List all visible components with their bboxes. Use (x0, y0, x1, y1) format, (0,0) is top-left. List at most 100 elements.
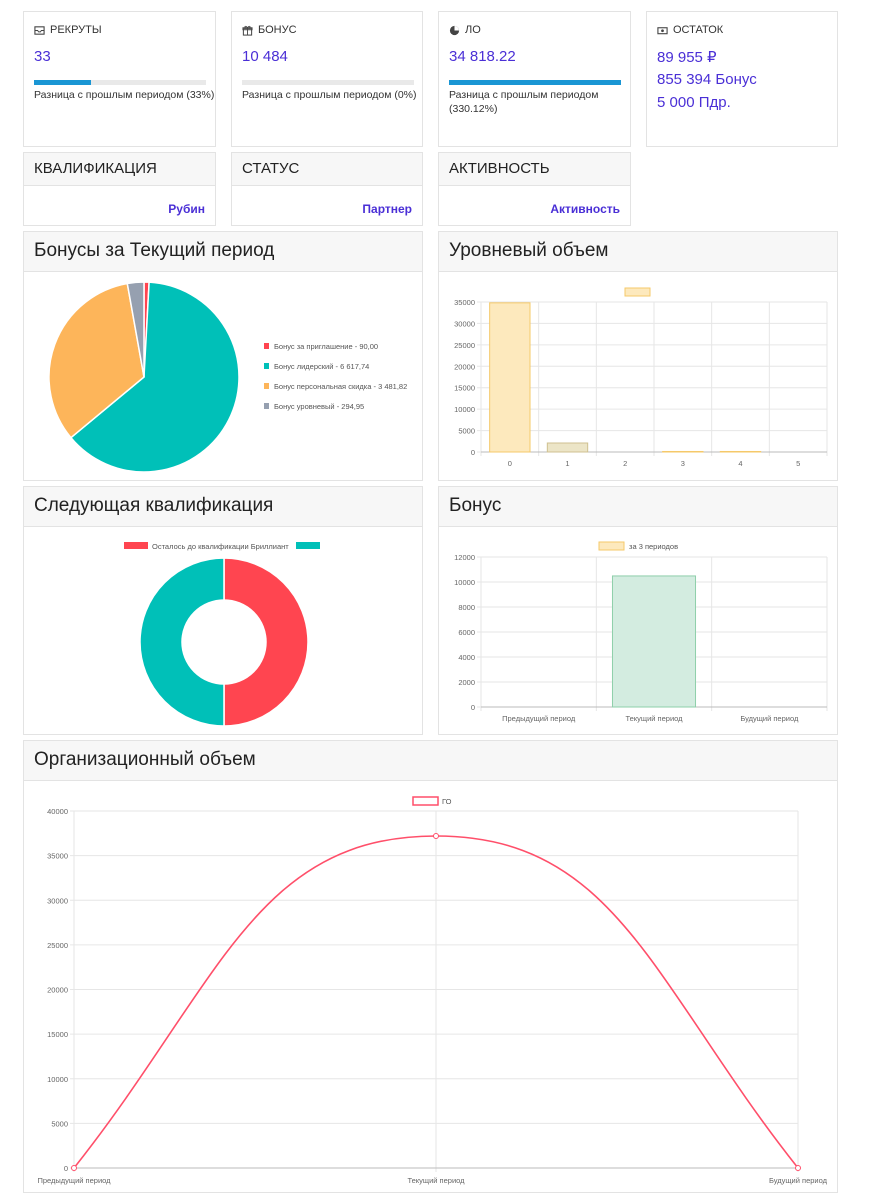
balance-card: ОСТАТОК 89 955 ₽ 855 394 Бонус 5 000 Пдр… (646, 11, 838, 147)
recruits-value: 33 (34, 48, 51, 65)
lo-label: ЛО (465, 24, 481, 36)
y-tick-label: 10000 (454, 578, 475, 587)
y-tick-label: 25000 (47, 941, 68, 950)
y-tick-label: 0 (64, 1164, 68, 1173)
bonus-header: БОНУС (242, 24, 297, 36)
legend-swatch (296, 542, 320, 549)
level-volume-chart: 0 5000 10000 15000 20000 25000 30000 35000 0 1 2 3 4… (454, 287, 828, 468)
pie-chart-icon (449, 25, 460, 35)
x-tick-label: Предыдущий период (502, 714, 576, 723)
y-tick-label: 5000 (51, 1119, 68, 1128)
status-value: Партнер (362, 202, 412, 216)
data-point (433, 832, 439, 839)
legend-label: ГО (442, 797, 452, 806)
balance-rub: 89 955 ₽ (657, 49, 717, 66)
qualification-card: КВАЛИФИКАЦИЯ Рубин (23, 152, 216, 226)
lo-card: ЛО 34 818.22 Разница с прошлым периодом … (438, 11, 631, 147)
bonus-progress (242, 80, 414, 85)
bonus-card: БОНУС 10 484 Разница с прошлым периодом … (231, 11, 423, 147)
money-icon (657, 26, 668, 34)
bonuses-panel-title: Бонусы за Текущий период (24, 232, 422, 272)
y-tick-label: 15000 (47, 1030, 68, 1039)
balance-bonus: 855 394 Бонус (657, 71, 757, 88)
bonus-panel-title: Бонус (439, 487, 837, 527)
activity-title: АКТИВНОСТЬ (439, 153, 630, 186)
legend-swatch (624, 287, 651, 297)
y-tick-label: 30000 (47, 896, 68, 905)
y-tick-label: 8000 (458, 603, 475, 612)
legend-swatch (264, 403, 269, 409)
bonuses-pie-chart: Бонус за приглашение - 90,00 Бонус лидерс… (48, 281, 407, 473)
data-point (71, 1165, 77, 1171)
balance-label: ОСТАТОК (673, 24, 724, 36)
next-qualification-panel: Следующая квалификация Осталось до квали… (23, 486, 423, 735)
bonus-diff: Разница с прошлым периодом (0%) (242, 89, 417, 101)
org-volume-chart: 0 5000 10000 15000 20000 25000 30000 35000 40000… (37, 796, 828, 1185)
recruits-progress (34, 80, 206, 85)
legend-swatch (264, 363, 269, 369)
org-volume-panel: Организационный объем 0 5000 10000 15000 200… (23, 740, 838, 1193)
y-tick-label: 40000 (47, 807, 68, 816)
x-tick-label: 4 (738, 459, 742, 468)
y-tick-label: 0 (471, 448, 475, 457)
y-tick-label: 10000 (47, 1075, 68, 1084)
activity-card: АКТИВНОСТЬ Активность (438, 152, 631, 226)
recruits-header: РЕКРУТЫ (34, 24, 102, 36)
pie-slice (126, 281, 145, 378)
level-volume-panel: Уровневый объем 0 5000 10000 15000 20000 2500… (438, 231, 838, 481)
donut-slice (223, 557, 309, 727)
x-tick-label: 5 (796, 459, 800, 468)
x-tick-label: 3 (681, 459, 685, 468)
x-tick-label: 0 (508, 459, 512, 468)
y-tick-label: 0 (471, 703, 475, 712)
lo-value: 34 818.22 (449, 48, 516, 65)
legend-swatch (412, 796, 439, 806)
legend-label: Осталось до квалификации Бриллиант (152, 542, 289, 551)
lo-header: ЛО (449, 24, 481, 36)
pie-slice (69, 281, 240, 473)
lo-diff-line1: Разница с прошлым периодом (449, 89, 599, 101)
status-card: СТАТУС Партнер (231, 152, 423, 226)
recruits-diff: Разница с прошлым периодом (33%) (34, 89, 215, 101)
data-point (795, 1165, 801, 1171)
x-tick-label: Будущий период (769, 1176, 828, 1185)
y-tick-label: 10000 (454, 405, 475, 414)
bonus-panel: Бонус 0 2000 4000 6000 8000 10000 12000 Предыду… (438, 486, 838, 735)
x-tick-label: Текущий период (407, 1176, 465, 1185)
lo-diff-line2: (330.12%) (449, 103, 498, 115)
recruits-progress-fill (34, 80, 91, 85)
lo-diff: Разница с прошлым периодом (330.12%) (449, 88, 598, 116)
legend-swatch (124, 542, 148, 549)
level-volume-panel-title: Уровневый объем (439, 232, 837, 272)
y-tick-label: 6000 (458, 628, 475, 637)
y-tick-label: 5000 (458, 427, 475, 436)
x-tick-label: 1 (565, 459, 569, 468)
legend-swatch (264, 343, 269, 349)
x-tick-label: 2 (623, 459, 627, 468)
inbox-icon (34, 25, 45, 35)
y-tick-label: 35000 (454, 298, 475, 307)
lo-progress (449, 80, 621, 85)
qualification-title: КВАЛИФИКАЦИЯ (24, 153, 215, 186)
recruits-label: РЕКРУТЫ (50, 24, 102, 36)
y-tick-label: 4000 (458, 653, 475, 662)
y-tick-label: 20000 (454, 362, 475, 371)
bonus-label: БОНУС (258, 24, 297, 36)
activity-value: Активность (550, 202, 620, 216)
recruits-card: РЕКРУТЫ 33 Разница с прошлым периодом (3… (23, 11, 216, 147)
legend-swatch (264, 383, 269, 389)
bar (546, 442, 589, 453)
x-tick-label: Будущий период (740, 714, 799, 723)
y-tick-label: 35000 (47, 852, 68, 861)
bar (719, 450, 762, 453)
balance-header: ОСТАТОК (657, 24, 723, 36)
next-qualification-panel-title: Следующая квалификация (24, 487, 422, 527)
qualification-value: Рубин (168, 202, 205, 216)
bar (611, 575, 697, 708)
y-tick-label: 2000 (458, 678, 475, 687)
gift-icon (242, 25, 253, 36)
balance-pdr: 5 000 Пдр. (657, 94, 731, 111)
bonus-bar-chart: 0 2000 4000 6000 8000 10000 12000 Предыдущий пе… (454, 541, 828, 723)
legend-swatch (598, 541, 625, 551)
y-tick-label: 25000 (454, 341, 475, 350)
